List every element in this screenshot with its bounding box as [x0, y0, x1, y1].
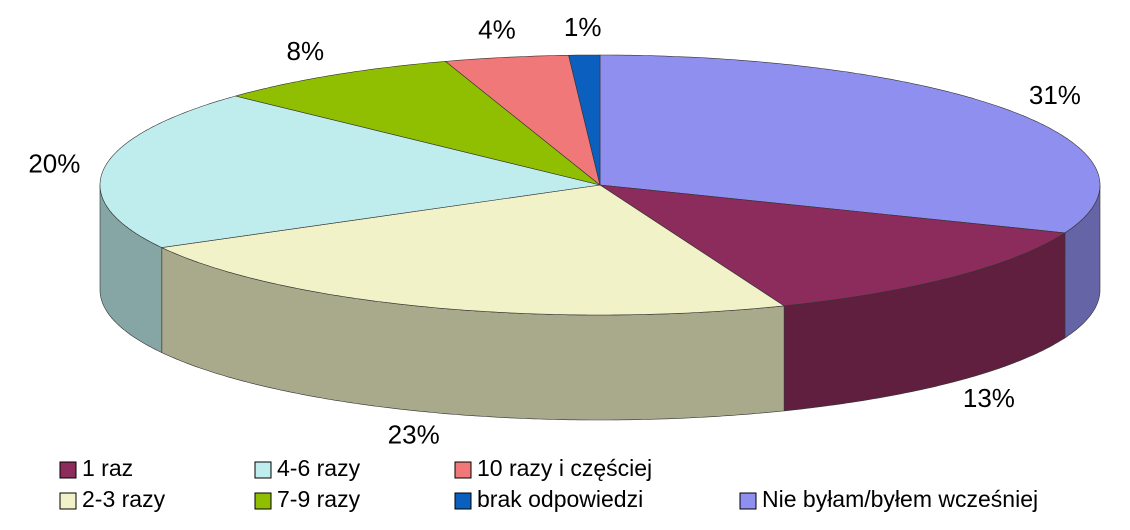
pie-slice [599, 184, 1066, 307]
legend-swatch [739, 492, 757, 510]
pie-slice [599, 54, 1101, 234]
data-label: 4% [478, 15, 516, 45]
legend-swatch [254, 461, 272, 479]
data-label: 20% [28, 148, 80, 178]
legend-swatch [454, 492, 472, 510]
data-label: 13% [963, 383, 1015, 413]
pie-slice [568, 54, 601, 186]
data-label: 31% [1029, 80, 1081, 110]
legend-label: brak odpowiedzi [477, 486, 643, 512]
data-label: 23% [388, 420, 440, 450]
pie-slice [444, 55, 601, 186]
legend-label: 1 raz [82, 455, 133, 481]
data-label: 8% [287, 36, 325, 66]
legend-label: 7-9 razy [277, 486, 361, 512]
pie-slice [99, 95, 601, 248]
pie-slice [160, 184, 785, 316]
legend-label: 4-6 razy [277, 455, 361, 481]
legend-label: Nie byłam/byłem wcześniej [762, 486, 1038, 512]
legend-swatch [59, 492, 77, 510]
legend-swatch [59, 461, 77, 479]
pie-slice [235, 61, 601, 186]
legend-swatch [454, 461, 472, 479]
legend-label: 2-3 razy [82, 486, 166, 512]
data-label: 1% [564, 12, 602, 42]
legend-swatch [254, 492, 272, 510]
legend-label: 10 razy i częściej [477, 455, 652, 481]
